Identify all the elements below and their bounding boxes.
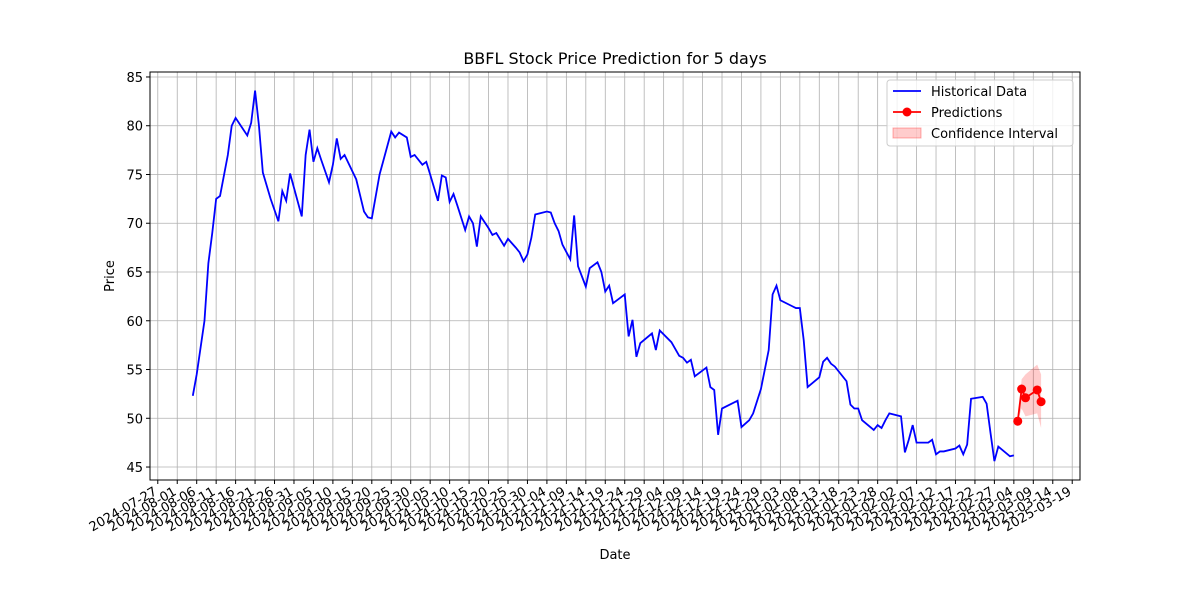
- y-tick-label: 65: [126, 266, 143, 281]
- y-tick-label: 70: [126, 217, 143, 232]
- x-axis-label: Date: [599, 548, 630, 563]
- data-point: [1017, 384, 1027, 394]
- y-tick-label: 50: [126, 412, 143, 427]
- legend-label: Predictions: [931, 106, 1003, 121]
- y-tick-label: 85: [126, 71, 143, 86]
- y-tick-label: 60: [126, 315, 143, 330]
- data-point: [1021, 393, 1031, 403]
- data-point: [1036, 397, 1046, 407]
- legend-swatch: [892, 127, 922, 139]
- series-line: [191, 90, 1015, 462]
- y-tick-label: 45: [126, 461, 143, 476]
- plot-frame: [149, 71, 1081, 481]
- y-axis-label: Price: [103, 260, 118, 292]
- legend-label: Historical Data: [931, 85, 1027, 100]
- data-point: [1013, 416, 1023, 426]
- y-tick-label: 80: [126, 120, 143, 135]
- y-tick-label: 75: [126, 168, 143, 183]
- y-tick-label: 55: [126, 364, 143, 379]
- data-point: [1032, 385, 1042, 395]
- legend-label: Confidence Interval: [931, 127, 1058, 142]
- legend-box: [886, 79, 1074, 147]
- legend-marker: [902, 107, 912, 117]
- chart-title: BBFL Stock Price Prediction for 5 days: [463, 49, 766, 68]
